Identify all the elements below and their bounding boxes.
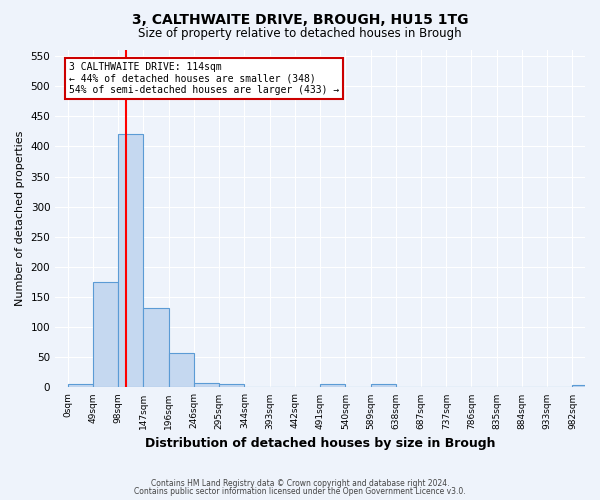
Text: Contains HM Land Registry data © Crown copyright and database right 2024.: Contains HM Land Registry data © Crown c…: [151, 478, 449, 488]
Bar: [169, 353, 194, 388]
Y-axis label: Number of detached properties: Number of detached properties: [15, 131, 25, 306]
Bar: [194, 382, 219, 388]
Bar: [572, 385, 598, 388]
Bar: [219, 384, 244, 388]
Text: Contains public sector information licensed under the Open Government Licence v3: Contains public sector information licen…: [134, 487, 466, 496]
Bar: [371, 384, 396, 388]
Text: Size of property relative to detached houses in Brough: Size of property relative to detached ho…: [138, 28, 462, 40]
Bar: [320, 384, 346, 388]
Bar: [68, 384, 93, 388]
Bar: [93, 282, 118, 388]
Text: 3 CALTHWAITE DRIVE: 114sqm
← 44% of detached houses are smaller (348)
54% of sem: 3 CALTHWAITE DRIVE: 114sqm ← 44% of deta…: [69, 62, 339, 96]
Bar: [118, 134, 143, 388]
Bar: [143, 308, 169, 388]
Text: 3, CALTHWAITE DRIVE, BROUGH, HU15 1TG: 3, CALTHWAITE DRIVE, BROUGH, HU15 1TG: [132, 12, 468, 26]
X-axis label: Distribution of detached houses by size in Brough: Distribution of detached houses by size …: [145, 437, 496, 450]
